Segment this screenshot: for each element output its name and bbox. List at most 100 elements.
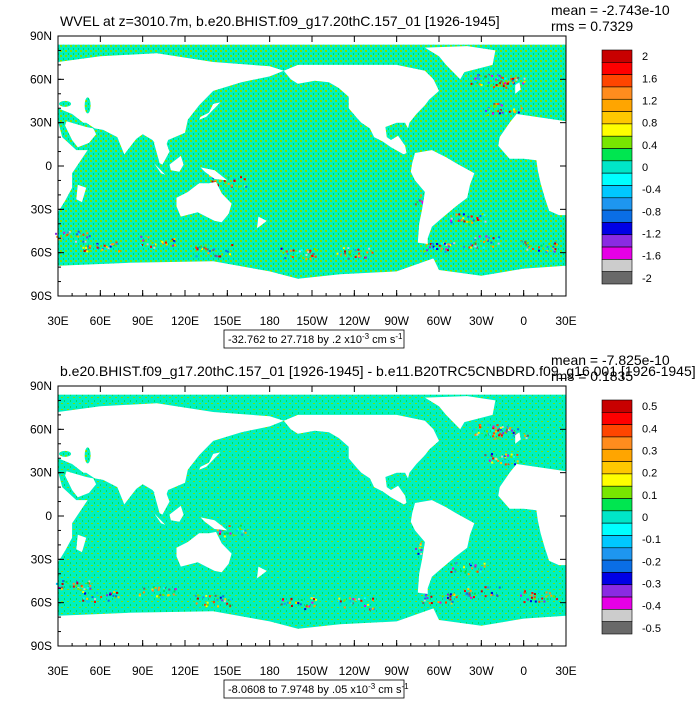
field-speckle <box>487 74 490 77</box>
field-speckle <box>520 241 523 244</box>
field-speckle <box>305 604 308 607</box>
field-speckle <box>308 251 311 254</box>
field-speckle <box>117 250 120 253</box>
field-speckle <box>498 109 501 112</box>
colorbar-box <box>601 596 633 610</box>
field-speckle <box>94 598 97 601</box>
field-speckle <box>519 592 522 595</box>
land-namerica <box>283 414 439 505</box>
field-speckle <box>501 81 504 84</box>
colorbar-label: 0.1 <box>642 490 657 502</box>
field-speckle <box>435 242 438 245</box>
field-speckle <box>79 588 82 591</box>
colorbar-label: 0.3 <box>642 445 657 457</box>
field-speckle <box>467 586 470 589</box>
land-africa <box>58 121 88 213</box>
field-speckle <box>492 425 495 428</box>
colorbar-box <box>601 185 633 199</box>
field-speckle <box>80 584 83 587</box>
field-speckle <box>467 573 470 576</box>
field-speckle <box>476 570 479 573</box>
field-speckle <box>208 595 211 598</box>
field-speckle <box>546 598 549 601</box>
field-speckle <box>528 244 531 247</box>
field-speckle <box>450 563 453 566</box>
field-speckle <box>447 243 450 246</box>
x-tick-label: 0 <box>520 664 527 678</box>
field-speckle <box>313 604 316 607</box>
field-speckle <box>78 233 81 236</box>
land-namerica <box>283 64 439 155</box>
field-speckle <box>445 601 448 604</box>
field-speckle <box>112 594 115 597</box>
field-speckle <box>109 592 112 595</box>
field-speckle <box>467 587 470 590</box>
field-speckle <box>61 236 64 239</box>
land-japan <box>199 452 221 470</box>
field-speckle <box>360 599 363 602</box>
colorbar-label: -0.8 <box>642 206 661 218</box>
field-speckle <box>229 532 232 535</box>
field-speckle <box>491 112 494 115</box>
field-speckle <box>505 112 508 115</box>
field-speckle <box>469 589 472 592</box>
field-speckle <box>154 586 157 589</box>
field-speckle <box>114 596 117 599</box>
field-speckle <box>348 597 351 600</box>
field-speckle <box>483 562 486 565</box>
field-speckle <box>476 433 479 436</box>
colorbar-label: 0.5 <box>642 401 657 413</box>
field-speckle <box>441 243 444 246</box>
field-speckle <box>82 233 85 236</box>
field-speckle <box>504 456 507 459</box>
field-speckle <box>493 104 496 107</box>
land-borneo <box>169 155 184 172</box>
field-speckle <box>75 233 78 236</box>
field-speckle <box>244 529 247 532</box>
colorbar-box <box>601 510 633 524</box>
field-speckle <box>222 529 225 532</box>
field-speckle <box>543 600 546 603</box>
field-speckle <box>497 459 500 462</box>
field-speckle <box>306 249 309 252</box>
colorbar-label: 0.8 <box>642 118 657 130</box>
land-westafrica <box>498 464 566 566</box>
field-speckle <box>464 571 467 574</box>
field-speckle <box>201 247 204 250</box>
colorbar-box <box>601 547 633 561</box>
field-speckle <box>524 434 527 437</box>
field-speckle <box>66 231 69 234</box>
field-speckle <box>158 586 161 589</box>
field-speckle <box>555 243 558 246</box>
colorbar-box <box>601 259 633 272</box>
field-speckle <box>142 239 145 242</box>
field-speckle <box>517 76 520 79</box>
field-speckle <box>555 598 558 601</box>
field-speckle <box>154 243 157 246</box>
field-speckle <box>451 600 454 603</box>
field-speckle <box>497 110 500 113</box>
field-speckle <box>505 86 508 89</box>
land-seasia <box>154 140 170 165</box>
field-speckle <box>162 593 165 596</box>
field-speckle <box>142 591 145 594</box>
field-speckle <box>465 220 468 223</box>
colorbar-box <box>601 49 633 63</box>
field-speckle <box>471 567 474 570</box>
field-speckle <box>203 246 206 249</box>
field-speckle <box>366 251 369 254</box>
field-speckle <box>291 256 294 259</box>
field-speckle <box>507 429 510 432</box>
field-speckle <box>500 80 503 83</box>
field-speckle <box>214 180 217 183</box>
colorbar: 2 1.6 1.2 0.8 0.4 0 -0.4 -0.8 -1.2 -1.6 -2 <box>601 49 661 285</box>
field-speckle <box>495 78 498 81</box>
x-tick-label: 180 <box>260 664 280 678</box>
field-speckle <box>470 596 473 599</box>
field-speckle <box>529 600 532 603</box>
chart-panel: WVEL at z=3010.7m, b.e20.BHIST.f09_g17.2… <box>1 2 670 349</box>
land-madagascar <box>76 184 87 203</box>
field-speckle <box>313 598 316 601</box>
x-tick-label: 120W <box>339 664 371 678</box>
chart-panel: b.e20.BHIST.f09_g17.20thC.157_01 [1926-1… <box>1 352 696 699</box>
